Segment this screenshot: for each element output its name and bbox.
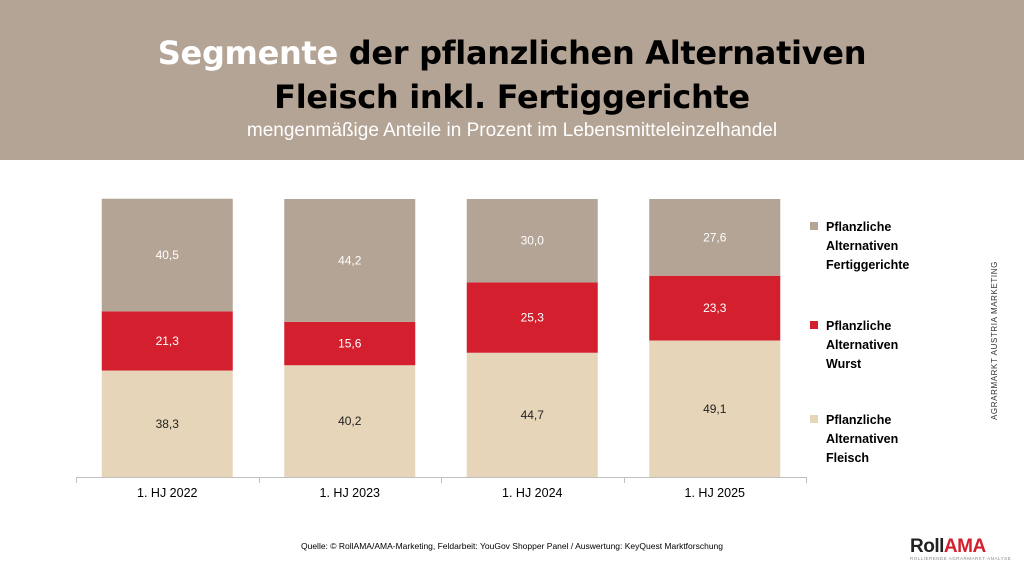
data-label-2-2: 15,6 bbox=[338, 337, 362, 351]
legend-label: Pflanzliche Alternativen Fleisch bbox=[826, 411, 976, 468]
legend-swatch bbox=[810, 222, 818, 230]
data-label-3-1: 44,7 bbox=[521, 408, 545, 422]
header-banner: Segmente der pflanzlichen Alternativen F… bbox=[0, 0, 1024, 160]
data-label-3-3: 30,0 bbox=[521, 234, 545, 248]
logo-part-roll: Roll bbox=[910, 536, 944, 557]
data-label-1-3: 40,5 bbox=[156, 248, 180, 262]
data-label-3-2: 25,3 bbox=[521, 311, 545, 325]
x-tick-label-3: 1. HJ 2024 bbox=[502, 486, 563, 500]
bar-segment-3-1 bbox=[466, 352, 598, 477]
x-tick-label-2: 1. HJ 2023 bbox=[320, 486, 381, 500]
bar-segment-2-1 bbox=[284, 365, 416, 477]
bar-segment-2-3 bbox=[284, 199, 416, 322]
bar-segment-4-1 bbox=[649, 340, 781, 477]
data-label-4-1: 49,1 bbox=[703, 402, 727, 416]
bar-segment-1-3 bbox=[101, 198, 233, 312]
legend-label-line: Alternativen bbox=[826, 432, 899, 446]
legend-label-line: Fleisch bbox=[826, 451, 870, 465]
source-note: Quelle: © RollAMA/AMA-Marketing, Feldarb… bbox=[300, 541, 724, 551]
chart-subtitle: mengenmäßige Anteile in Prozent im Leben… bbox=[246, 120, 778, 141]
chart-title-line-2: Fleisch inkl. Fertiggerichte bbox=[274, 78, 750, 116]
agrarmarkt-side-label: AGRARMARKT AUSTRIA MARKETING bbox=[990, 261, 999, 420]
legend-swatch bbox=[810, 321, 818, 329]
legend-label-line: Pflanzliche bbox=[826, 220, 892, 234]
logo-part-ama: AMA bbox=[943, 536, 986, 557]
legend-label-line: Pflanzliche bbox=[826, 413, 892, 427]
x-tick-label-4: 1. HJ 2025 bbox=[685, 486, 746, 500]
data-label-4-3: 27,6 bbox=[703, 230, 727, 244]
bar-segment-3-3 bbox=[466, 199, 598, 283]
bar-segment-2-2 bbox=[284, 321, 416, 366]
legend-label-line: Alternativen bbox=[826, 239, 899, 253]
data-label-1-2: 21,3 bbox=[156, 334, 180, 348]
rollama-logo: RollAMA ROLLIERENDE AGRARMARKT-ANALYSE bbox=[910, 537, 1012, 562]
title-rest: der pflanzlichen Alternativen bbox=[337, 34, 867, 72]
legend-label-line: Wurst bbox=[826, 357, 862, 371]
legend-label-line: Fertiggerichte bbox=[826, 258, 910, 272]
legend-label-line: Pflanzliche bbox=[826, 319, 892, 333]
chart-title-line-1: Segmente der pflanzlichen Alternativen bbox=[0, 34, 1024, 72]
x-tick-label-1: 1. HJ 2022 bbox=[137, 486, 198, 500]
data-label-1-1: 38,3 bbox=[156, 417, 180, 431]
logo-tagline: ROLLIERENDE AGRARMARKT-ANALYSE bbox=[910, 556, 1012, 561]
bar-segment-1-1 bbox=[101, 370, 233, 477]
data-label-2-3: 44,2 bbox=[338, 253, 362, 267]
legend-label: Pflanzliche Alternativen Wurst bbox=[826, 317, 976, 374]
bar-segment-1-2 bbox=[101, 311, 233, 371]
bar-segment-4-2 bbox=[649, 275, 781, 341]
bar-segment-3-2 bbox=[466, 282, 598, 353]
bar-segment-4-3 bbox=[649, 199, 781, 276]
data-label-2-1: 40,2 bbox=[338, 414, 362, 428]
legend-label-line: Alternativen bbox=[826, 338, 899, 352]
title-accent: Segmente bbox=[157, 34, 338, 72]
legend-label: Pflanzliche Alternativen Fertiggerichte bbox=[826, 218, 976, 275]
legend-swatch bbox=[810, 415, 818, 423]
logo-wordmark: RollAMA bbox=[910, 537, 1010, 556]
data-label-4-2: 23,3 bbox=[703, 301, 727, 315]
